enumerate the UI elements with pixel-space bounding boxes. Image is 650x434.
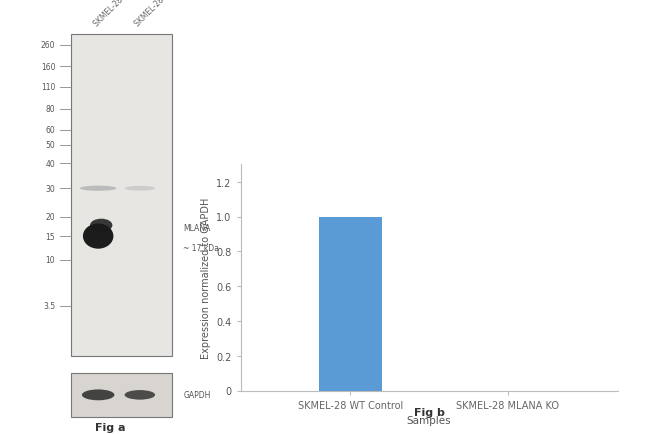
- X-axis label: Samples: Samples: [407, 415, 451, 425]
- Bar: [319, 217, 382, 391]
- FancyBboxPatch shape: [71, 373, 172, 417]
- Ellipse shape: [125, 390, 155, 400]
- Text: 30: 30: [46, 184, 55, 193]
- Text: 60: 60: [46, 126, 55, 135]
- Ellipse shape: [82, 390, 114, 400]
- Text: SKMEL-28 MLANA KO: SKMEL-28 MLANA KO: [133, 0, 196, 28]
- Text: MLANA: MLANA: [183, 223, 211, 232]
- Text: SKMEL-28 WT Control: SKMEL-28 WT Control: [92, 0, 157, 28]
- Text: 20: 20: [46, 213, 55, 221]
- Ellipse shape: [83, 224, 113, 249]
- Text: 260: 260: [41, 41, 55, 50]
- Y-axis label: Expression normalized to GAPDH: Expression normalized to GAPDH: [201, 197, 211, 358]
- Ellipse shape: [125, 187, 155, 191]
- Text: 110: 110: [41, 83, 55, 92]
- Text: 160: 160: [41, 63, 55, 72]
- FancyBboxPatch shape: [71, 35, 172, 356]
- Text: 50: 50: [46, 141, 55, 150]
- Ellipse shape: [90, 219, 112, 232]
- Text: Fig a: Fig a: [96, 422, 125, 432]
- Text: 15: 15: [46, 232, 55, 241]
- Ellipse shape: [80, 186, 116, 191]
- Text: Fig b: Fig b: [413, 407, 445, 417]
- Text: ~ 17 kDa: ~ 17 kDa: [183, 243, 219, 252]
- Text: 80: 80: [46, 105, 55, 114]
- Text: 3.5: 3.5: [43, 302, 55, 310]
- Text: 10: 10: [46, 256, 55, 265]
- Text: GAPDH: GAPDH: [183, 391, 211, 399]
- Text: 40: 40: [46, 160, 55, 168]
